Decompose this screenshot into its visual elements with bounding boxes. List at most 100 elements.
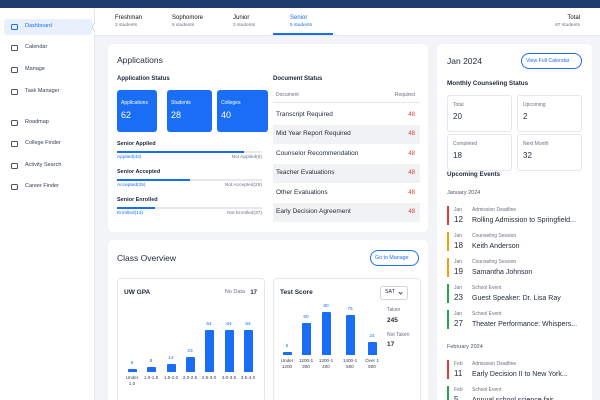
bar-value-label: 23 bbox=[187, 348, 193, 354]
card-title: Applications bbox=[117, 55, 163, 65]
sidebar-icon bbox=[11, 120, 18, 126]
sidebar-icon bbox=[11, 89, 18, 95]
document-name: Mid Year Report Required bbox=[276, 130, 351, 137]
sidebar-label: College Finder bbox=[25, 140, 61, 146]
tab[interactable] bbox=[229, 10, 285, 34]
bar bbox=[127, 368, 137, 372]
bar-category-label: 1300-1400 bbox=[318, 358, 334, 369]
chart-title: Test Score bbox=[280, 289, 313, 296]
bar-value-label: 64 bbox=[206, 321, 212, 327]
event-color-bar bbox=[447, 360, 449, 379]
progress-done-label: Enrolled(13) bbox=[117, 211, 144, 216]
sidebar-item[interactable] bbox=[4, 19, 92, 35]
top-bar bbox=[0, 0, 600, 8]
calendar-month: Jan 2024 bbox=[447, 56, 482, 66]
document-count: 48 bbox=[408, 209, 415, 215]
bar-value-label: 75 bbox=[347, 307, 353, 312]
stat-label: Applications bbox=[121, 100, 148, 106]
progress-rest-label: Not Accepted(25) bbox=[224, 183, 262, 188]
event-mon: Jan bbox=[454, 311, 463, 317]
event-title: Annual school science fair bbox=[472, 396, 554, 400]
bar-category-label: 1200-1300 bbox=[298, 358, 314, 369]
event-month: January 2024 bbox=[447, 190, 481, 196]
sidebar-label: Career Finder bbox=[25, 183, 59, 189]
chart-panel bbox=[273, 278, 421, 400]
test-select[interactable] bbox=[380, 286, 408, 300]
counseling-stat-label: Total bbox=[453, 102, 464, 108]
bar-value-label: 64 bbox=[226, 321, 232, 327]
section-title: Application Status bbox=[117, 76, 170, 82]
section-title: Upcoming Events bbox=[447, 171, 501, 178]
calendar-button-label: View Full Calendar bbox=[526, 57, 570, 64]
document-count: 48 bbox=[408, 170, 415, 176]
event-title: Theater Performance: Whispers... bbox=[472, 320, 578, 328]
progress-title: Senior Accepted bbox=[117, 169, 161, 175]
section-title: Monthly Counseling Status bbox=[447, 80, 529, 87]
document-count: 48 bbox=[408, 189, 415, 196]
event-type: Admission Deadline bbox=[472, 361, 517, 367]
bar bbox=[301, 323, 311, 355]
tab-name: Freshman bbox=[115, 15, 143, 21]
sidebar-icon bbox=[11, 45, 18, 51]
calendar-button[interactable] bbox=[521, 53, 582, 69]
tab[interactable] bbox=[168, 10, 224, 34]
event-color-bar bbox=[447, 310, 449, 329]
event-color-bar bbox=[447, 258, 449, 277]
table-row bbox=[273, 163, 420, 183]
bar-value-label: 80 bbox=[323, 304, 329, 310]
event-title: Rolling Admission to Springfield... bbox=[472, 216, 576, 224]
sidebar-label: Manage bbox=[25, 66, 45, 72]
bar-category-label: 3.0-3.5 bbox=[221, 375, 237, 380]
progress-title: Senior Applied bbox=[117, 141, 156, 147]
progress-done-label: Applied(42) bbox=[117, 155, 142, 160]
event-title: Keith Anderson bbox=[472, 242, 520, 250]
bar-category-label: 1400-1500 bbox=[342, 358, 358, 369]
event-mon: Jan bbox=[454, 207, 463, 213]
sidebar-label: Activity Search bbox=[25, 162, 62, 168]
tab[interactable] bbox=[286, 10, 342, 34]
stat-box bbox=[167, 90, 212, 132]
counseling-stat-value: 20 bbox=[453, 112, 462, 121]
event-day: 27 bbox=[454, 319, 463, 328]
taken-value: 245 bbox=[387, 317, 398, 324]
document-name: Early Decision Agreement bbox=[276, 208, 351, 215]
bar bbox=[282, 352, 292, 355]
stat-value: 28 bbox=[171, 110, 182, 120]
counseling-stat bbox=[447, 134, 512, 171]
stat-value: 40 bbox=[221, 110, 232, 120]
event-day: 19 bbox=[454, 267, 463, 276]
section-title: Document Status bbox=[273, 76, 323, 82]
event-mon: Jan bbox=[454, 259, 463, 265]
sidebar-icon bbox=[11, 163, 18, 169]
table-row bbox=[273, 202, 420, 222]
no-data-label: No Data bbox=[224, 289, 245, 295]
progress-done-label: Accepted(25) bbox=[117, 183, 146, 188]
not-taken-value: 17 bbox=[387, 341, 395, 348]
bar-value-label: 60 bbox=[303, 315, 309, 320]
bar bbox=[204, 329, 214, 372]
sidebar-icon bbox=[11, 141, 18, 147]
counseling-stat bbox=[447, 95, 512, 132]
progress-rest-label: Not Applied(6) bbox=[231, 155, 262, 160]
document-name: Transcript Required bbox=[276, 110, 333, 118]
bar-category-label: 2.0-2.5 bbox=[182, 375, 198, 380]
tab-count: 3 students bbox=[233, 23, 256, 28]
manage-button[interactable] bbox=[370, 250, 419, 266]
event-title: Samantha Johnson bbox=[472, 268, 533, 276]
class-overview-card bbox=[108, 240, 428, 400]
manage-button-label: Go to Manage bbox=[375, 254, 409, 261]
bar-value-label: 8 bbox=[149, 358, 153, 364]
not-taken-label: Not Taken bbox=[387, 332, 410, 338]
stat-value: 62 bbox=[121, 110, 132, 120]
event-type: School Event bbox=[472, 311, 502, 317]
chart-title: UW GPA bbox=[124, 289, 151, 296]
event-day: 11 bbox=[454, 369, 463, 378]
tab[interactable] bbox=[111, 10, 167, 34]
bar bbox=[345, 315, 355, 355]
bar-category-label: Over 1500 bbox=[365, 358, 379, 369]
tab-bar bbox=[95, 8, 600, 36]
event-month: February 2024 bbox=[447, 344, 483, 350]
event-day: 5 bbox=[454, 395, 459, 400]
progress-track bbox=[117, 179, 262, 181]
event-day: 12 bbox=[454, 215, 463, 224]
